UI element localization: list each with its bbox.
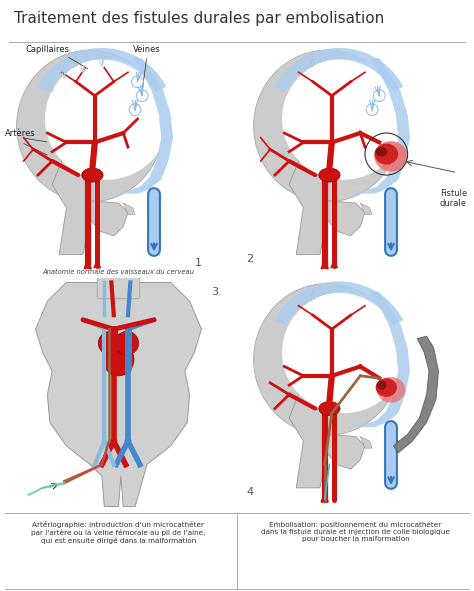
Circle shape [115, 332, 138, 355]
Text: 4: 4 [246, 487, 254, 497]
Text: 2: 2 [246, 254, 254, 264]
Text: Artères: Artères [5, 128, 36, 138]
Ellipse shape [82, 168, 103, 182]
Text: Embolisation: positionnement du microcathéter
dans la fistule durale et injectio: Embolisation: positionnement du microcat… [261, 521, 450, 542]
Text: 3: 3 [211, 287, 218, 297]
Polygon shape [393, 336, 438, 453]
Polygon shape [360, 203, 372, 215]
Text: Traitement des fistules durales par embolisation: Traitement des fistules durales par embo… [14, 11, 384, 26]
Polygon shape [351, 59, 410, 194]
Ellipse shape [319, 401, 340, 415]
Ellipse shape [374, 141, 408, 171]
Text: 1: 1 [194, 258, 201, 268]
Text: Fistule
durale: Fistule durale [440, 189, 467, 209]
Polygon shape [37, 48, 166, 92]
Ellipse shape [377, 381, 386, 390]
Ellipse shape [375, 147, 387, 157]
Polygon shape [360, 437, 372, 448]
Polygon shape [274, 48, 403, 92]
Text: Anatomie normale des vaisseaux du cerveau: Anatomie normale des vaisseaux du cervea… [43, 269, 194, 275]
Ellipse shape [377, 377, 405, 402]
FancyBboxPatch shape [97, 275, 140, 299]
Polygon shape [123, 203, 135, 215]
Polygon shape [52, 56, 128, 254]
Text: Veines: Veines [133, 45, 161, 54]
Polygon shape [274, 281, 403, 326]
Text: Artériographie: introduction d'un microcathéter
par l'artère ou la veine fémoral: Artériographie: introduction d'un microc… [31, 521, 206, 544]
Polygon shape [36, 282, 201, 506]
Polygon shape [351, 292, 410, 427]
Ellipse shape [103, 343, 134, 376]
Polygon shape [289, 290, 365, 488]
Ellipse shape [17, 50, 164, 202]
Ellipse shape [254, 50, 401, 202]
Ellipse shape [375, 378, 397, 397]
Ellipse shape [254, 284, 401, 436]
Ellipse shape [319, 168, 340, 182]
Polygon shape [114, 59, 173, 194]
Ellipse shape [282, 292, 405, 413]
Ellipse shape [374, 144, 398, 164]
Circle shape [98, 332, 122, 355]
Ellipse shape [45, 59, 168, 180]
Polygon shape [289, 56, 365, 254]
Ellipse shape [282, 59, 405, 180]
Text: Capillaires: Capillaires [26, 45, 69, 54]
